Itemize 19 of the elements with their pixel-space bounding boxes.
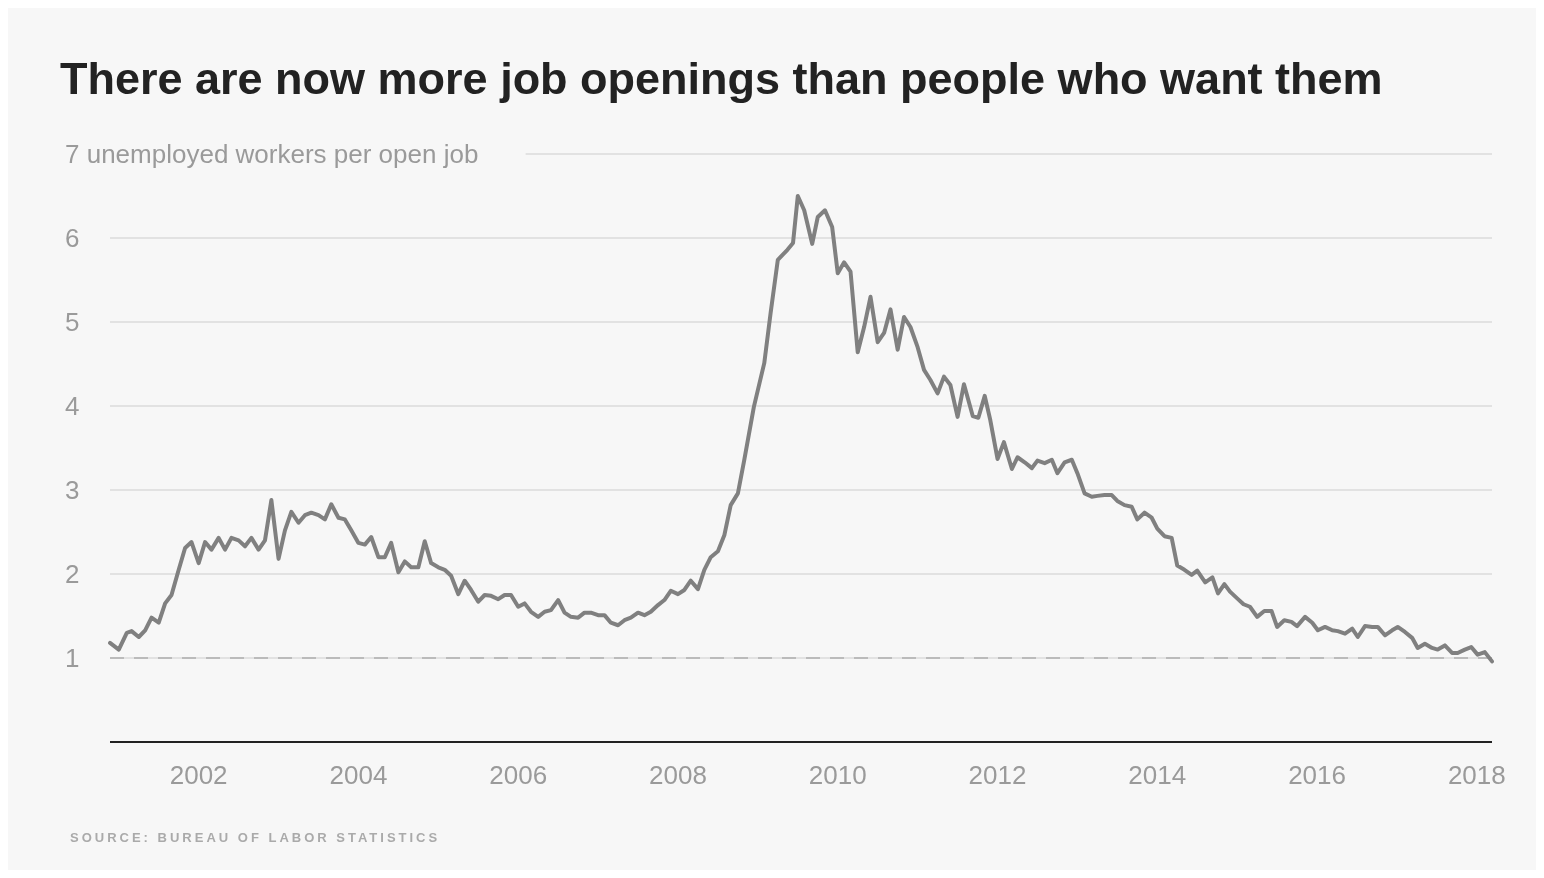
x-tick-label: 2002 [169,760,228,790]
y-tick-label: 1 [65,643,80,674]
x-tick-label: 2010 [808,760,867,790]
y-tick-label: 4 [65,391,80,422]
x-tick-label: 2018 [1447,760,1506,790]
y-tick-label: 2 [65,559,80,590]
x-tick-label: 2004 [329,760,388,790]
x-tick-label: 2008 [649,760,707,790]
chart-title: There are now more job openings than people who want them [60,53,1383,104]
y-tick-label: 5 [65,307,80,338]
source-note: SOURCE: BUREAU OF LABOR STATISTICS [70,830,441,845]
x-tick-label: 2012 [968,760,1027,790]
y-tick-label: 3 [65,475,80,506]
x-tick-label: 2014 [1128,760,1187,790]
x-tick-label: 2006 [489,760,548,790]
y-tick-label: 6 [65,223,80,254]
x-tick-label: 2016 [1288,760,1346,790]
line-series [108,194,1494,664]
y-tick-label: 7 unemployed workers per open job [65,139,479,170]
